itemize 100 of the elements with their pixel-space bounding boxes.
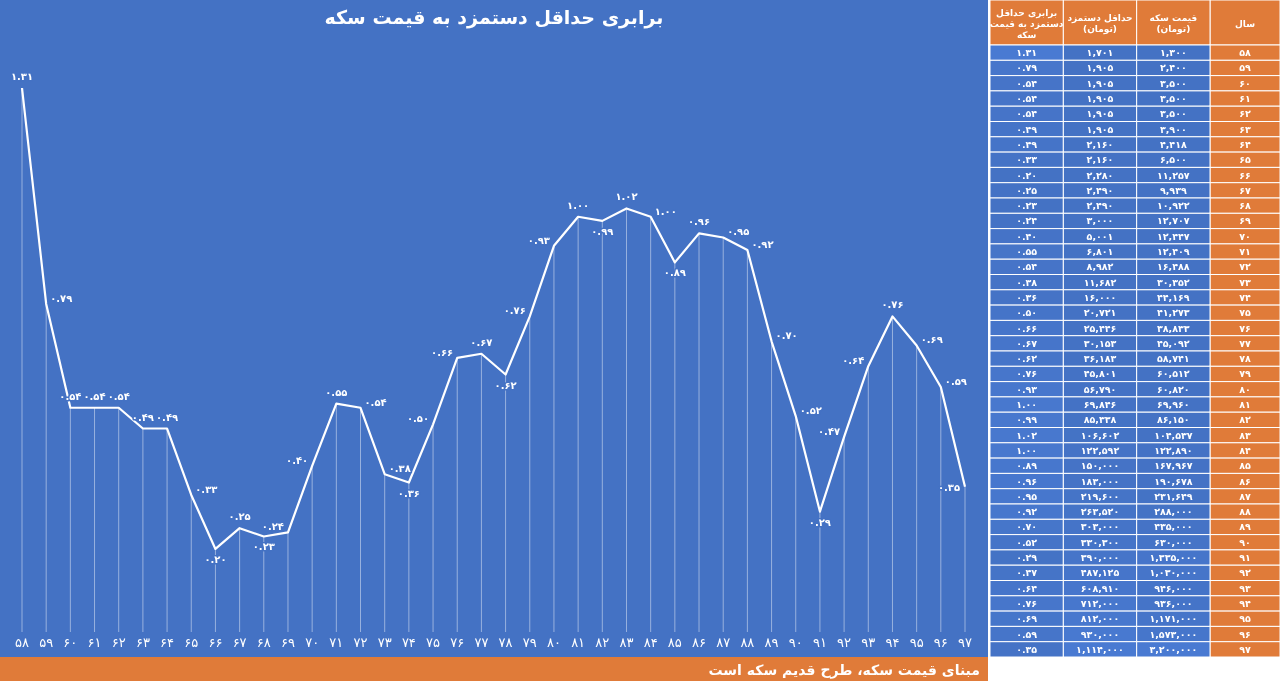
data-label: ۱,۱۷۱,۰۰۰ xyxy=(1149,613,1198,625)
y-tick-label: ۹۱ xyxy=(1239,552,1251,564)
data-label: ۰.۹۶ xyxy=(1016,475,1038,487)
data-label: ۱۸۳,۰۰۰ xyxy=(1080,475,1120,487)
x-tick-label: ۷۰ xyxy=(305,635,320,650)
data-label: ۱,۷۰۱ xyxy=(1086,47,1114,59)
data-label: ۳,۹۰۰ xyxy=(1159,123,1187,135)
y-tick-label: ۶۱ xyxy=(1239,93,1251,105)
data-label: ۱۲,۴۰۹ xyxy=(1157,246,1190,258)
data-label: ۱۱,۶۸۲ xyxy=(1083,276,1117,288)
data-label: ۰.۵۰ xyxy=(406,413,430,425)
data-label: ۰.۶۴ xyxy=(842,355,865,367)
y-tick-label: ۹۵ xyxy=(1239,613,1251,625)
x-tick-label: ۶۹ xyxy=(280,635,295,650)
data-label: ۹۳۰,۰۰۰ xyxy=(1080,628,1120,640)
data-label: ۶۳۰,۰۰۰ xyxy=(1154,536,1193,548)
data-label: ۰.۲۴ xyxy=(1016,215,1038,227)
data-label: ۶۰۸,۹۱۰ xyxy=(1080,582,1120,594)
data-label: ۱.۰۰ xyxy=(1016,444,1038,456)
data-label: ۳۰,۳۵۲ xyxy=(1157,276,1190,288)
data-label: ۰.۹۹ xyxy=(1016,414,1038,426)
x-tick-label: ۷۶ xyxy=(450,635,465,650)
data-label: ۰.۶۷ xyxy=(470,336,493,348)
data-label: ۲,۱۶۰ xyxy=(1086,138,1114,150)
data-label: ۰.۵۴ xyxy=(1016,93,1038,105)
y-tick-label: ۹۴ xyxy=(1239,597,1251,609)
data-label: ۱.۰۲ xyxy=(1016,429,1038,441)
data-label: ۰.۵۴ xyxy=(107,390,130,402)
y-tick-label: ۸۶ xyxy=(1239,475,1251,487)
data-label: ۳,۰۰۰ xyxy=(1086,215,1114,227)
data-label: ۳۹۰,۰۰۰ xyxy=(1080,552,1120,564)
data-label: ۰.۷۶ xyxy=(881,299,904,311)
y-tick-label: ۶۷ xyxy=(1239,184,1251,196)
data-label: ۰.۷۶ xyxy=(1016,597,1038,609)
data-label: ۳,۲۰۰,۰۰۰ xyxy=(1149,643,1198,655)
data-label: ۰.۹۵ xyxy=(727,226,750,238)
data-label: ۰.۳۵ xyxy=(1016,643,1038,655)
y-tick-label: ۷۰ xyxy=(1239,230,1251,242)
x-tick-label: ۹۶ xyxy=(933,635,948,650)
data-label: ۰.۲۹ xyxy=(1016,552,1038,564)
data-label: ۱.۳۱ xyxy=(10,71,34,82)
y-tick-label: ۵۹ xyxy=(1239,62,1251,74)
data-label: ۴۳۵,۰۰۰ xyxy=(1154,521,1193,533)
data-label: ۱,۹۰۵ xyxy=(1086,123,1114,135)
data-label: ۱۵۰,۰۰۰ xyxy=(1080,460,1120,472)
data-label: ۰.۸۹ xyxy=(1016,460,1038,472)
x-tick-label: ۹۲ xyxy=(837,635,852,650)
x-tick-label: قیمت سکه (تومان) xyxy=(1149,13,1198,35)
data-label: ۰.۹۶ xyxy=(687,216,711,228)
data-label: ۹۴۶,۰۰۰ xyxy=(1154,582,1193,594)
data-label: ۱,۰۳۰,۰۰۰ xyxy=(1149,567,1198,579)
data-label: ۱.۰۲ xyxy=(615,191,638,203)
data-label: ۰.۲۳ xyxy=(252,541,275,553)
data-label: ۳۰,۱۵۳ xyxy=(1083,337,1117,349)
data-label: ۰.۵۵ xyxy=(1016,246,1038,258)
data-label: ۰.۹۲ xyxy=(1016,506,1038,518)
x-tick-label: ۶۷ xyxy=(232,635,247,650)
data-label: ۰.۵۹ xyxy=(944,375,967,387)
data-label: ۹۳۶,۰۰۰ xyxy=(1154,597,1193,609)
data-label: ۰.۶۲ xyxy=(494,379,517,391)
x-tick-label: ۷۹ xyxy=(522,635,537,650)
data-label: ۰.۶۶ xyxy=(431,346,454,358)
data-label: ۰.۵۴ xyxy=(1016,77,1038,89)
data-label: ۰.۶۴ xyxy=(1016,582,1038,594)
data-label: ۳۳۰,۳۰۰ xyxy=(1080,536,1120,548)
x-tick-label: ۹۵ xyxy=(909,635,924,650)
data-label: ۰.۴۹ xyxy=(1016,123,1038,135)
data-label: ۰.۴۷ xyxy=(817,425,841,437)
x-tick-label: ۹۷ xyxy=(958,635,972,650)
y-tick-label: ۷۳ xyxy=(1239,276,1251,288)
x-tick-label: ۸۲ xyxy=(595,635,610,650)
x-tick-label: برابری حداقل دستمزد به قیمت سکه xyxy=(989,7,1064,40)
data-label: ۸,۹۸۲ xyxy=(1086,261,1114,273)
data-label: ۰.۵۴ xyxy=(1016,108,1038,120)
data-label: ۱۶,۰۰۰ xyxy=(1083,291,1117,303)
data-label: ۲,۲۸۰ xyxy=(1086,169,1114,181)
y-tick-label: ۹۳ xyxy=(1239,582,1251,594)
x-tick-label: ۷۷ xyxy=(474,635,489,650)
x-tick-label: ۷۲ xyxy=(353,635,368,650)
y-tick-label: ۷۴ xyxy=(1239,291,1251,303)
data-label: ۱,۱۱۴,۰۰۰ xyxy=(1076,643,1124,655)
x-tick-label: ۷۵ xyxy=(426,635,441,650)
data-label: ۱۰۶,۶۰۲ xyxy=(1080,429,1120,441)
y-tick-label: ۸۹ xyxy=(1239,521,1251,533)
data-label: ۱۶۷,۹۶۷ xyxy=(1154,460,1193,472)
y-tick-label: ۶۵ xyxy=(1239,154,1251,166)
data-label: ۰.۴۰ xyxy=(286,454,309,466)
data-label: ۱.۰۰ xyxy=(1016,399,1038,411)
x-tick-label: ۶۳ xyxy=(135,635,150,650)
x-tick-label: ۸۹ xyxy=(764,635,779,650)
y-tick-label: ۸۱ xyxy=(1239,399,1251,411)
y-tick-label: ۸۰ xyxy=(1239,383,1251,395)
y-tick-label: ۶۸ xyxy=(1239,200,1251,212)
x-tick-label: ۸۸ xyxy=(740,635,755,650)
data-label: ۴۸۷,۱۲۵ xyxy=(1080,567,1120,579)
data-label: ۰.۹۲ xyxy=(751,238,774,250)
data-label: ۱۲۲,۵۹۲ xyxy=(1080,444,1120,456)
data-label: ۰.۴۷ xyxy=(1016,567,1038,579)
data-label: ۰.۵۹ xyxy=(1016,628,1038,640)
data-label: ۰.۳۸ xyxy=(388,463,411,475)
